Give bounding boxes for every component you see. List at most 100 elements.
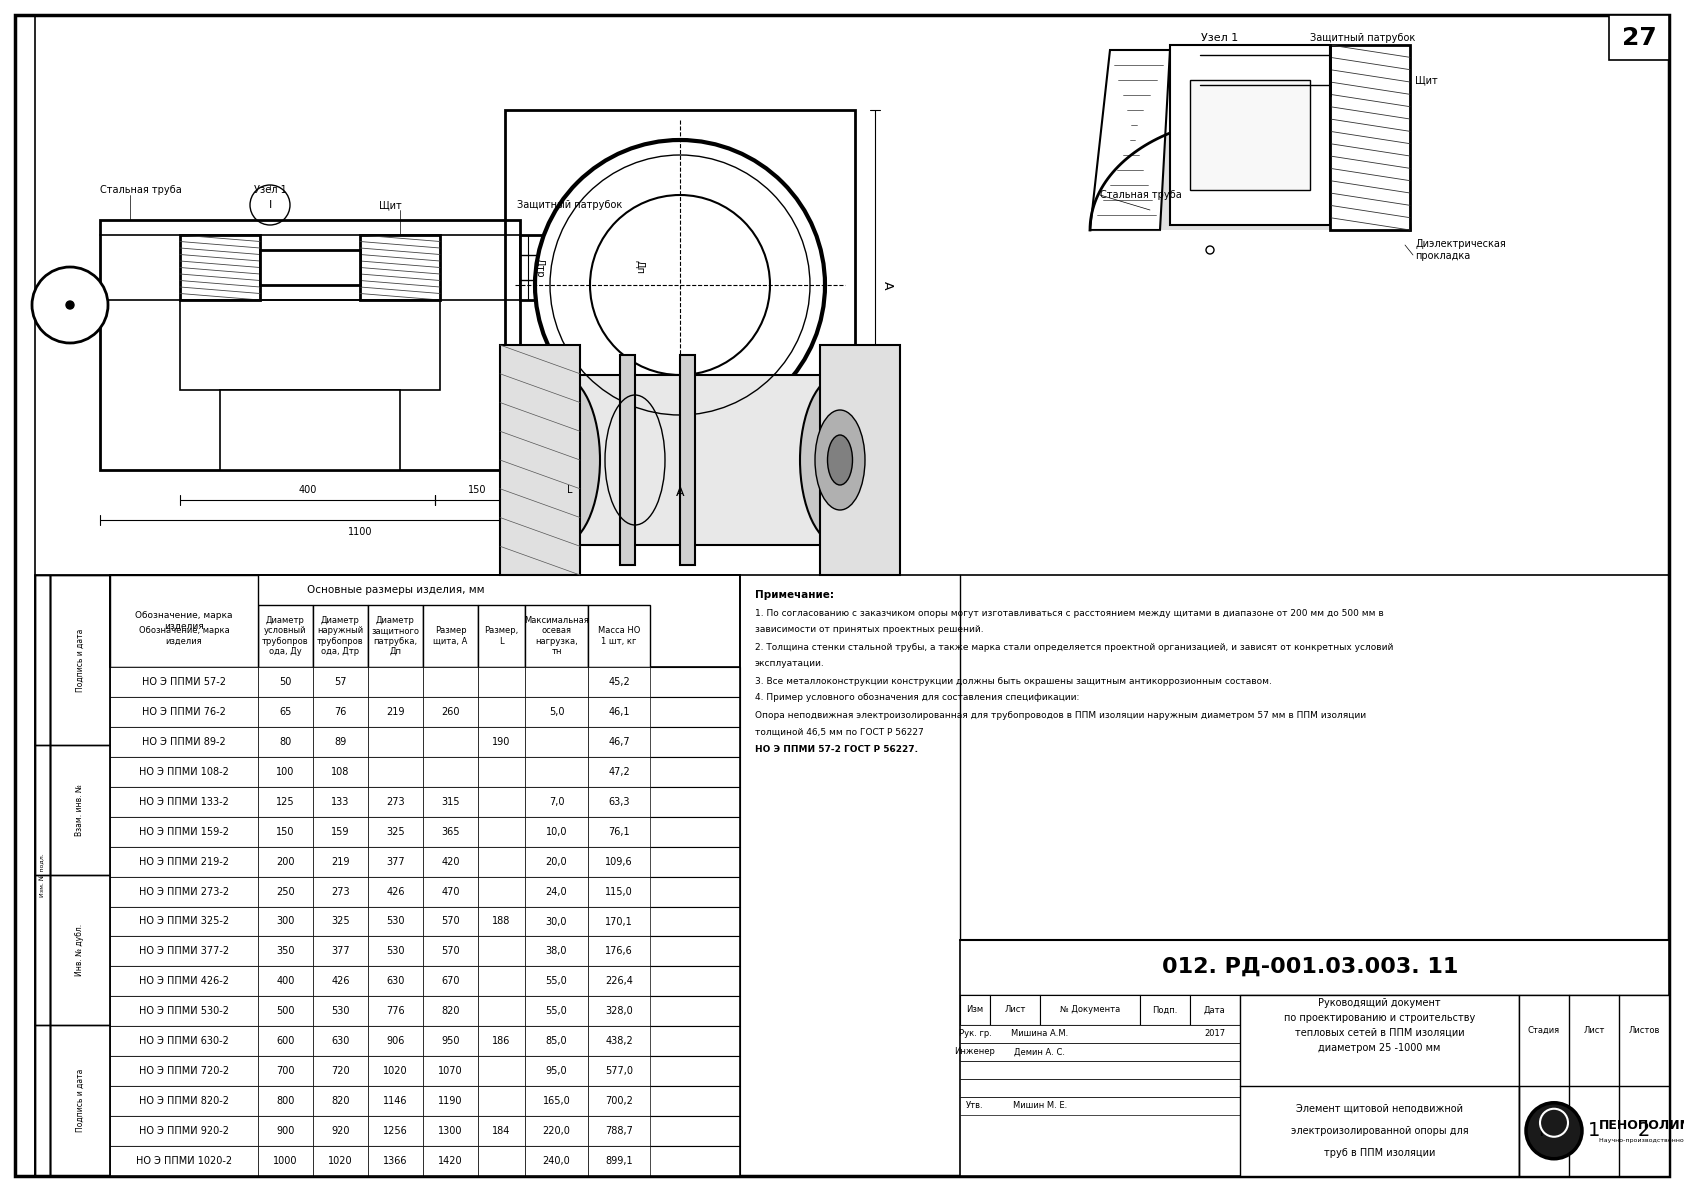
Text: 57: 57 <box>333 676 347 687</box>
Bar <box>35 1025 51 1176</box>
Bar <box>478 817 525 847</box>
Bar <box>369 877 423 906</box>
Bar <box>478 667 525 697</box>
Bar <box>525 817 588 847</box>
Bar <box>109 1056 258 1086</box>
Text: НО Э ППМИ 89-2: НО Э ППМИ 89-2 <box>141 737 226 747</box>
Bar <box>369 697 423 727</box>
Bar <box>369 1056 423 1086</box>
Bar <box>1330 45 1410 230</box>
Bar <box>109 847 258 877</box>
Bar <box>109 1116 739 1146</box>
Bar <box>960 1025 1239 1043</box>
Text: 3. Все металлоконструкции конструкции должны быть окрашены защитным антикоррозио: 3. Все металлоконструкции конструкции до… <box>754 676 1271 686</box>
Text: 012. РД-001.03.003. 11: 012. РД-001.03.003. 11 <box>1162 958 1458 977</box>
Text: 95,0: 95,0 <box>546 1066 568 1077</box>
Bar <box>258 906 313 936</box>
Text: 325: 325 <box>332 917 350 927</box>
Text: Мишин М. Е.: Мишин М. Е. <box>1012 1102 1068 1110</box>
Text: НО Э ППМИ 1020-2: НО Э ППМИ 1020-2 <box>136 1156 232 1166</box>
Bar <box>313 906 369 936</box>
Text: 2. Толщина стенки стальной трубы, а также марка стали определяется проектной орг: 2. Толщина стенки стальной трубы, а такж… <box>754 642 1393 651</box>
Bar <box>109 787 739 817</box>
Bar <box>109 575 739 1176</box>
Bar <box>313 877 369 906</box>
Bar <box>525 756 588 787</box>
Bar <box>109 877 258 906</box>
Text: 470: 470 <box>441 886 460 897</box>
Text: 1070: 1070 <box>438 1066 463 1077</box>
Text: 273: 273 <box>332 886 350 897</box>
Text: Узел 1: Узел 1 <box>254 185 286 195</box>
Bar <box>588 727 650 756</box>
Text: 900: 900 <box>276 1125 295 1136</box>
Text: Узел 1: Узел 1 <box>1201 33 1239 43</box>
Text: Размер,
L: Размер, L <box>485 626 519 646</box>
Text: 1100: 1100 <box>349 526 372 537</box>
Bar <box>478 1027 525 1056</box>
Bar <box>109 697 258 727</box>
Text: A: A <box>881 281 894 289</box>
Text: 1146: 1146 <box>384 1096 408 1106</box>
Bar <box>423 787 478 817</box>
Bar <box>423 1116 478 1146</box>
Circle shape <box>66 301 74 308</box>
Text: 150: 150 <box>468 485 487 495</box>
Text: 150: 150 <box>276 827 295 836</box>
Bar <box>1519 994 1669 1176</box>
Text: 700: 700 <box>276 1066 295 1077</box>
Bar <box>51 575 109 746</box>
Bar <box>369 906 423 936</box>
Bar <box>525 697 588 727</box>
Text: 420: 420 <box>441 856 460 867</box>
Bar <box>525 1027 588 1056</box>
Text: Руководящий документ: Руководящий документ <box>1319 998 1442 1008</box>
Bar <box>109 936 258 966</box>
Text: Подпись и дата: Подпись и дата <box>76 629 84 692</box>
Text: 365: 365 <box>441 827 460 836</box>
Bar <box>109 727 258 756</box>
Text: НО Э ППМИ 133-2: НО Э ППМИ 133-2 <box>140 797 229 806</box>
Bar <box>478 1086 525 1116</box>
Bar <box>258 756 313 787</box>
Text: 1020: 1020 <box>384 1066 408 1077</box>
Bar <box>990 994 1041 1025</box>
Text: 240,0: 240,0 <box>542 1156 571 1166</box>
Bar <box>99 220 520 470</box>
Bar <box>423 605 478 667</box>
Bar <box>109 1027 258 1056</box>
Text: тепловых сетей в ППМ изоляции: тепловых сетей в ППМ изоляции <box>1295 1028 1465 1037</box>
Text: 570: 570 <box>441 947 460 956</box>
Text: по проектированию и строительству: по проектированию и строительству <box>1283 1012 1475 1023</box>
Bar <box>109 1027 739 1056</box>
Bar <box>109 906 739 936</box>
Ellipse shape <box>827 435 852 485</box>
Text: Опора неподвижная электроизолированная для трубопроводов в ППМ изоляции наружным: Опора неподвижная электроизолированная д… <box>754 711 1366 719</box>
Text: 108: 108 <box>332 767 350 777</box>
Text: 1420: 1420 <box>438 1156 463 1166</box>
Text: 1190: 1190 <box>438 1096 463 1106</box>
Text: Диаметр
наружный
трубопров
ода, Дтр: Диаметр наружный трубопров ода, Дтр <box>317 616 364 656</box>
Text: Дп: Дп <box>635 261 645 274</box>
Bar <box>478 787 525 817</box>
Bar <box>109 787 258 817</box>
Text: Дата: Дата <box>1204 1005 1226 1015</box>
Bar <box>109 906 258 936</box>
Bar <box>478 697 525 727</box>
Bar <box>51 575 109 1176</box>
Bar <box>588 906 650 936</box>
Text: Стальная труба: Стальная труба <box>99 185 182 195</box>
Text: 1366: 1366 <box>384 1156 408 1166</box>
Bar <box>15 15 35 1176</box>
Text: НО Э ППМИ 219-2: НО Э ППМИ 219-2 <box>140 856 229 867</box>
Ellipse shape <box>800 375 881 545</box>
Bar <box>423 756 478 787</box>
Bar <box>525 906 588 936</box>
Text: I: I <box>268 200 271 210</box>
Text: 920: 920 <box>332 1125 350 1136</box>
Bar <box>258 605 313 667</box>
Bar <box>960 940 1669 1176</box>
Bar <box>313 605 369 667</box>
Text: 800: 800 <box>276 1096 295 1106</box>
Text: 63,3: 63,3 <box>608 797 630 806</box>
